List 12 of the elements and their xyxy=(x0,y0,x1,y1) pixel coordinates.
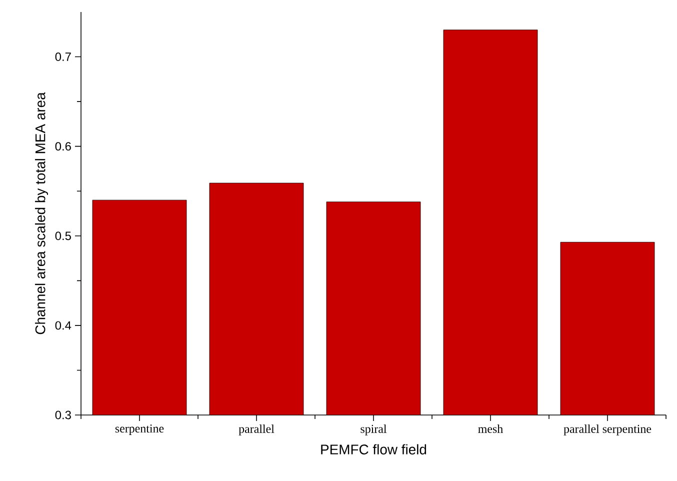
x-tick-label: parallel serpentine xyxy=(564,424,652,436)
y-axis-title: Channel area scaled by total MEA area xyxy=(35,92,48,334)
x-tick-label: serpentine xyxy=(115,424,164,435)
y-tick-label: 0.7 xyxy=(55,52,71,61)
y-tick-label: 0.6 xyxy=(55,142,71,151)
y-tick-label: 0.5 xyxy=(55,232,71,240)
x-tick-label: mesh xyxy=(478,424,503,433)
x-tick-label: spiral xyxy=(360,424,387,436)
x-axis-title: PEMFC flow field xyxy=(321,444,426,454)
y-tick-label: 0.4 xyxy=(55,321,72,330)
y-tick-label: 0.3 xyxy=(55,410,71,420)
x-tick-label: parallel xyxy=(238,424,274,436)
